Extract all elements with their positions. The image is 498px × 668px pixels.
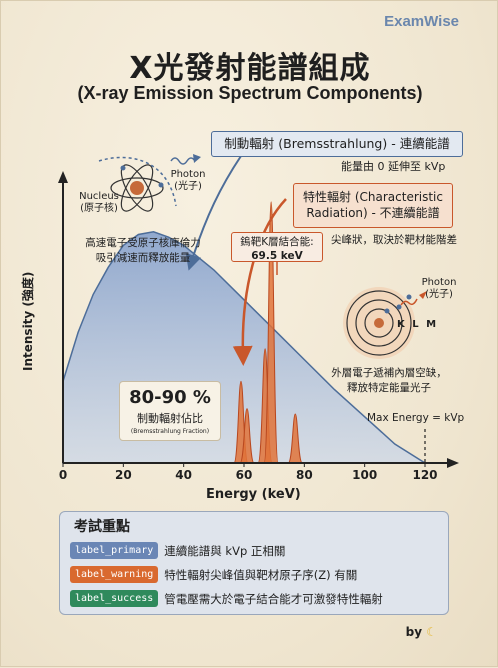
k-shell-line2: 69.5 keV bbox=[251, 250, 303, 262]
characteristic-peak bbox=[263, 201, 279, 464]
exam-item-text: 特性輻射尖峰值與靶材原子序(Z) 有關 bbox=[164, 568, 358, 582]
byline-text: by bbox=[405, 625, 423, 639]
shell-labels: K L M bbox=[397, 319, 439, 330]
photon-label-left: Photon (光子) bbox=[169, 169, 207, 193]
tag-primary: label_primary bbox=[70, 542, 159, 559]
x-tick-label: 120 bbox=[412, 468, 438, 482]
x-tick-label: 40 bbox=[175, 468, 192, 482]
k-shell-binding-box: 鎢靶K層結合能: 69.5 keV bbox=[231, 232, 323, 262]
nucleus-label-en: Nucleus bbox=[79, 191, 119, 202]
photon-right-zh: (光子) bbox=[425, 289, 453, 300]
x-axis-arrow bbox=[447, 458, 459, 468]
exam-item: label_success 管電壓需大於電子結合能才可激發特性輻射 bbox=[70, 590, 383, 608]
x-tick-label: 0 bbox=[58, 468, 68, 482]
brems-arrow bbox=[185, 155, 242, 271]
exam-item: label_primary 連續能譜與 kVp 正相關 bbox=[70, 542, 285, 560]
photon-left-zh: (光子) bbox=[174, 181, 202, 192]
nucleus-caption: 高速電子受原子核庫倫力 吸引減速而釋放能量 bbox=[73, 236, 213, 266]
exam-item: label_warning 特性輻射尖峰值與靶材原子序(Z) 有關 bbox=[70, 566, 357, 584]
characteristic-note: 尖峰狀，取決於靶材能階差 bbox=[331, 234, 457, 246]
characteristic-line1: 特性輻射 (Characteristic bbox=[303, 190, 443, 204]
exam-key-points: 考試重點 label_primary 連續能譜與 kVp 正相關 label_wa… bbox=[59, 511, 449, 615]
exam-item-text: 管電壓需大於電子結合能才可激發特性輻射 bbox=[164, 592, 383, 606]
atom-caption: 外層電子遞補內層空缺， 釋放特定能量光子 bbox=[319, 366, 459, 396]
char-arrow bbox=[232, 198, 287, 366]
y-axis-arrow bbox=[58, 171, 68, 183]
x-tick-label: 60 bbox=[235, 468, 253, 482]
tag-warning: label_warning bbox=[70, 566, 159, 583]
x-tick-label: 80 bbox=[295, 468, 313, 482]
nucleus-label-zh: (原子核) bbox=[80, 203, 118, 214]
nucleus-illustration bbox=[98, 154, 201, 212]
x-tick-label: 20 bbox=[114, 468, 132, 482]
characteristic-label-box: 特性輻射 (Characteristic Radiation) - 不連續能譜 bbox=[293, 183, 453, 228]
x-axis-label: Energy (keV) bbox=[206, 487, 301, 502]
characteristic-peak bbox=[239, 408, 255, 464]
exam-title: 考試重點 bbox=[74, 519, 130, 535]
photon-label-right: Photon (光子) bbox=[419, 277, 459, 301]
characteristic-line2: Radiation) - 不連續能譜 bbox=[306, 206, 440, 220]
atom-caption-line2: 釋放特定能量光子 bbox=[347, 382, 431, 394]
nucleus-caption-line1: 高速電子受原子核庫倫力 bbox=[85, 237, 201, 249]
brand-logo: ExamWise bbox=[384, 13, 459, 30]
page-subtitle: (X-ray Emission Spectrum Components) bbox=[77, 83, 423, 103]
y-axis-label: Intensity (強度) bbox=[21, 271, 35, 371]
bremsstrahlung-fraction-box: 80-90 % 制動輻射佔比 (Bremsstrahlung Fraction) bbox=[119, 381, 221, 441]
characteristic-peak bbox=[287, 413, 303, 464]
exam-item-text: 連續能譜與 kVp 正相關 bbox=[164, 544, 286, 558]
bremsstrahlung-note: 能量由 0 延伸至 kVp bbox=[341, 160, 446, 173]
fraction-sublabel: (Bremsstrahlung Fraction) bbox=[130, 428, 210, 435]
banana-icon: ☾ bbox=[426, 625, 437, 639]
byline: by ☾ bbox=[406, 625, 437, 639]
fraction-percent: 80-90 % bbox=[129, 387, 211, 408]
fraction-label: 制動輻射佔比 bbox=[137, 412, 203, 425]
x-tick-label: 100 bbox=[352, 468, 378, 482]
nucleus-label: Nucleus (原子核) bbox=[77, 191, 121, 215]
tag-success: label_success bbox=[70, 590, 159, 607]
atom-illustration bbox=[343, 287, 427, 359]
nucleus-caption-line2: 吸引減速而釋放能量 bbox=[95, 252, 191, 264]
atom-caption-line1: 外層電子遞補內層空缺， bbox=[331, 367, 447, 379]
max-energy-label: Max Energy = kVp bbox=[367, 412, 465, 424]
page-title: X光發射能譜組成 bbox=[129, 51, 371, 86]
bremsstrahlung-label-box: 制動輻射 (Bremsstrahlung) - 連續能譜 bbox=[211, 131, 463, 157]
k-shell-line1: 鎢靶K層結合能: bbox=[240, 236, 314, 248]
photon-right-en: Photon bbox=[421, 277, 457, 288]
photon-left-en: Photon bbox=[170, 169, 206, 180]
